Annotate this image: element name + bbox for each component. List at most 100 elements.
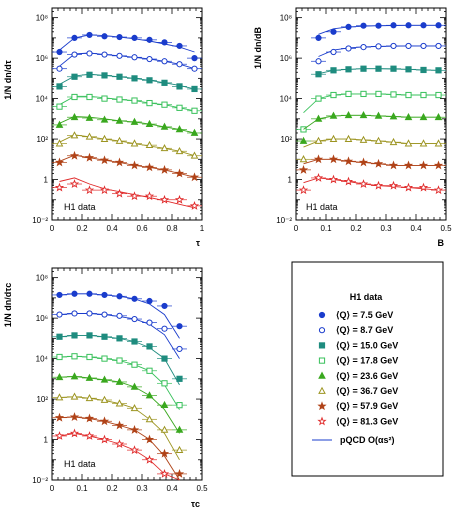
data-point — [56, 65, 63, 72]
ylabel-b: 1/N dn/dB — [253, 27, 263, 69]
data-point — [404, 139, 413, 147]
data-point — [330, 28, 337, 35]
y-tick-label: 10⁶ — [36, 54, 48, 63]
panel-label-tauc: H1 data — [64, 459, 96, 469]
data-point — [176, 42, 183, 50]
y-tick-label: 10⁶ — [280, 54, 292, 63]
legend-title: H1 data — [350, 292, 384, 302]
data-point — [176, 83, 183, 90]
data-point — [130, 139, 139, 147]
data-point — [315, 71, 322, 78]
panel-b: 1/N dn/dB B H1 data 0 0.1 0.2 0.3 0.4 0.5 10⁻²… — [253, 7, 452, 248]
data-point — [375, 22, 382, 29]
data-point — [433, 160, 444, 170]
data-point — [343, 156, 354, 166]
theory-curve — [59, 177, 195, 209]
data-point — [54, 157, 65, 167]
ylabel-tauc: 1/N dn/dτc — [3, 283, 13, 328]
data-point — [69, 179, 80, 188]
data-point — [420, 91, 427, 99]
data-point — [100, 115, 109, 123]
theory-curve — [303, 177, 439, 191]
data-point — [298, 164, 309, 174]
data-point — [375, 43, 382, 50]
xlabel-b: B — [438, 238, 445, 248]
legend-marker — [318, 327, 326, 334]
data-point — [403, 160, 414, 170]
data-point — [71, 93, 78, 101]
data-point — [131, 361, 138, 368]
data-point — [160, 425, 169, 433]
data-point — [405, 42, 412, 50]
legend-entry-label: ⟨Q⟩ = 36.7 GeV — [336, 386, 398, 396]
data-point — [389, 137, 398, 146]
data-point — [418, 182, 429, 192]
x-tick-label: 0.3 — [380, 224, 392, 233]
data-point — [176, 323, 183, 330]
data-point — [360, 65, 367, 72]
y-tick-label: 10⁸ — [280, 14, 292, 23]
data-point — [191, 65, 198, 72]
x-tick-label: 0.2 — [106, 484, 118, 493]
y-tick-label: 10⁻² — [32, 476, 48, 485]
data-point — [86, 93, 93, 101]
data-point — [101, 355, 108, 362]
data-point — [130, 117, 139, 125]
data-point — [101, 51, 108, 58]
panel-label-b: H1 data — [306, 202, 338, 212]
panel-tauc: 1/N dn/dτc τc H1 data 0 0.1 0.2 0.3 0.4 0.5 10… — [3, 267, 208, 509]
panel-tau: 1/N dn/dτ τ H1 data 0 0.2 0.4 0.6 0.8 1 10⁻² 1 1… — [3, 7, 205, 248]
theory-curve — [59, 73, 195, 90]
data-point — [344, 134, 353, 142]
data-point — [129, 445, 140, 455]
theory-curve — [59, 95, 195, 112]
data-point — [161, 79, 168, 86]
data-point — [70, 372, 79, 380]
data-point — [435, 91, 442, 99]
data-point — [358, 157, 369, 167]
data-point — [101, 333, 108, 340]
data-point — [314, 136, 323, 144]
legend-entry-label: ⟨Q⟩ = 57.9 GeV — [336, 401, 398, 411]
data-point — [191, 55, 198, 62]
x-tick-label: 1 — [200, 224, 205, 233]
data-point — [146, 367, 153, 374]
data-point — [405, 91, 412, 99]
data-point — [69, 150, 80, 160]
data-point — [71, 310, 78, 317]
data-point — [434, 112, 443, 121]
data-point — [129, 191, 140, 201]
data-point — [69, 428, 80, 438]
data-point — [189, 200, 200, 210]
data-point — [84, 152, 95, 162]
data-point — [373, 180, 384, 190]
data-point — [146, 77, 153, 84]
data-point — [175, 125, 184, 133]
legend-box: H1 data pQCD O(αs²) ⟨Q⟩ = 7.5 GeV ⟨Q⟩ = 8… — [291, 261, 444, 477]
data-point — [345, 90, 352, 98]
data-point — [343, 176, 354, 186]
data-point — [191, 85, 198, 93]
data-point — [71, 290, 78, 297]
data-point — [418, 160, 429, 170]
data-point — [313, 173, 324, 182]
data-point — [159, 469, 170, 478]
ylabel-tau: 1/N dn/dτ — [3, 60, 13, 100]
legend-marker — [318, 342, 326, 349]
y-tick-label: 10⁸ — [36, 14, 48, 23]
data-point — [99, 155, 110, 165]
data-point — [54, 431, 65, 440]
data-point — [129, 160, 140, 170]
data-point — [84, 185, 95, 195]
data-point — [144, 162, 155, 172]
data-point — [344, 111, 353, 119]
y-tick-label: 10⁴ — [280, 95, 293, 104]
data-point — [71, 34, 78, 41]
legend-entry-label: ⟨Q⟩ = 17.8 GeV — [336, 356, 398, 366]
data-point — [159, 194, 170, 204]
data-point — [71, 353, 78, 360]
data-point — [144, 191, 155, 201]
data-point — [101, 33, 108, 40]
data-point — [298, 185, 309, 195]
data-point — [405, 66, 412, 73]
